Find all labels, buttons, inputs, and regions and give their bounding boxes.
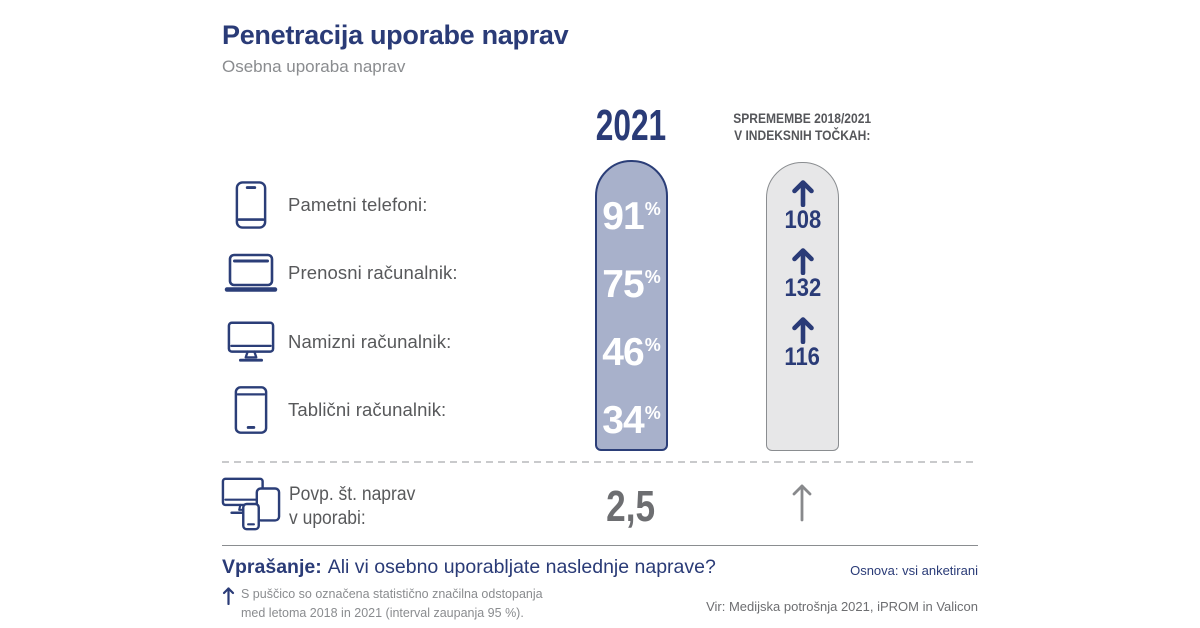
percent-sign: % xyxy=(644,199,661,219)
tablet-icon xyxy=(222,385,280,435)
summary-label: Povp. št. naprav v uporabi: xyxy=(289,484,416,529)
question-prefix: Vprašanje: xyxy=(222,556,322,578)
device-label: Pametni telefoni: xyxy=(288,194,428,215)
percent-sign: % xyxy=(644,335,661,355)
solid-divider xyxy=(222,545,978,546)
column-header-index-change: SPREMEMBE 2018/2021 V INDEKSNIH TOČKAH: xyxy=(718,110,886,144)
index-change-group: 132 xyxy=(767,245,838,301)
laptop-icon xyxy=(222,253,280,293)
index-change-group: 116 xyxy=(767,314,838,370)
device-label: Tablični računalnik: xyxy=(288,399,447,420)
device-label: Prenosni računalnik: xyxy=(288,262,458,283)
index-change-value: 132 xyxy=(784,274,821,302)
page-title: Penetracija uporabe naprav xyxy=(222,20,569,50)
year-label: 2021 xyxy=(595,101,667,150)
multi-device-icon xyxy=(221,474,281,534)
penetration-value: 46% xyxy=(602,331,661,374)
up-arrow-icon xyxy=(789,481,815,523)
index-change-value: 108 xyxy=(784,206,821,234)
basis-note: Osnova: vsi anketirani xyxy=(850,563,978,578)
index-change-value: 116 xyxy=(784,343,821,371)
smartphone-icon xyxy=(222,180,280,230)
up-arrow-icon xyxy=(791,180,814,207)
change-header-line1: SPREMEMBE 2018/2021 xyxy=(733,110,871,126)
desktop-icon xyxy=(222,320,280,364)
index-change-group: 108 xyxy=(767,177,838,233)
device-row-tablet: Tablični računalnik: xyxy=(222,380,582,440)
penetration-value: 75% xyxy=(602,263,661,306)
question-text: Ali vi osebno uporabljate naslednje napr… xyxy=(327,556,716,578)
penetration-pill-2021: 91% 75% 46% 34% xyxy=(595,160,668,451)
percent-sign: % xyxy=(644,403,661,423)
device-label: Namizni računalnik: xyxy=(288,331,452,352)
device-row-smartphone: Pametni telefoni: xyxy=(222,175,582,235)
footnote-arrow-icon xyxy=(222,586,235,605)
device-row-laptop: Prenosni računalnik: xyxy=(222,243,582,303)
source-note: Vir: Medijska potrošnja 2021, iPROM in V… xyxy=(706,599,978,614)
index-change-pill: 108 132 116 xyxy=(766,162,839,451)
penetration-value: 34% xyxy=(602,399,661,442)
up-arrow-icon xyxy=(791,317,814,344)
page-subtitle: Osebna uporaba naprav xyxy=(222,57,406,76)
question-line: Vprašanje: Ali vi osebno uporabljate nasl… xyxy=(222,556,716,579)
percent-sign: % xyxy=(644,267,661,287)
dashed-divider xyxy=(222,461,978,463)
footnote-text: S puščico so označena statistično značil… xyxy=(241,587,543,620)
column-header-year: 2021 xyxy=(578,101,684,151)
device-row-desktop: Namizni računalnik: xyxy=(222,312,582,372)
penetration-value: 91% xyxy=(602,195,661,238)
summary-value: 2,5 xyxy=(606,482,656,531)
change-header-line2: V INDEKSNIH TOČKAH: xyxy=(733,126,871,143)
up-arrow-icon xyxy=(791,248,814,275)
